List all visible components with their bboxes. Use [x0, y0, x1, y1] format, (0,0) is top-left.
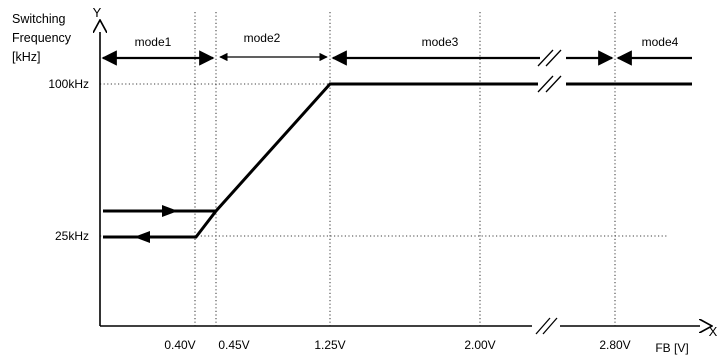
x-axis-name: X: [709, 324, 718, 339]
x-tick-2-00v: 2.00V: [464, 338, 495, 352]
y-axis-title-line2: Frequency: [12, 31, 72, 45]
mode1-label: mode1: [135, 35, 172, 49]
x-tick-1-25v: 1.25V: [314, 338, 345, 352]
y-axis-name: Y: [93, 5, 102, 20]
frequency-curve: [103, 75, 692, 243]
x-tick-0-40v: 0.40V: [164, 338, 195, 352]
hysteresis-arrow-right: [162, 205, 178, 217]
y-axis-title-line1: Switching: [12, 12, 66, 26]
x-axis-break-mark: [533, 317, 559, 335]
x-tick-2-80v: 2.80V: [599, 338, 630, 352]
curve-break-mark: [537, 75, 566, 93]
x-tick-0-45v: 0.45V: [218, 338, 249, 352]
mode3-label: mode3: [422, 35, 459, 49]
x-axis-title: FB [V]: [655, 341, 688, 355]
axes: [100, 32, 700, 335]
y-axis-title-line3: [kHz]: [12, 50, 40, 64]
mode4-label: mode4: [642, 35, 679, 49]
hysteresis-arrow-left: [134, 231, 150, 243]
y-tick-100khz: 100kHz: [48, 77, 89, 91]
y-tick-25khz: 25kHz: [55, 229, 89, 243]
mode-arrow-break-mark: [537, 49, 562, 67]
mode2-label: mode2: [244, 31, 281, 45]
mode-ranges: [101, 49, 692, 67]
